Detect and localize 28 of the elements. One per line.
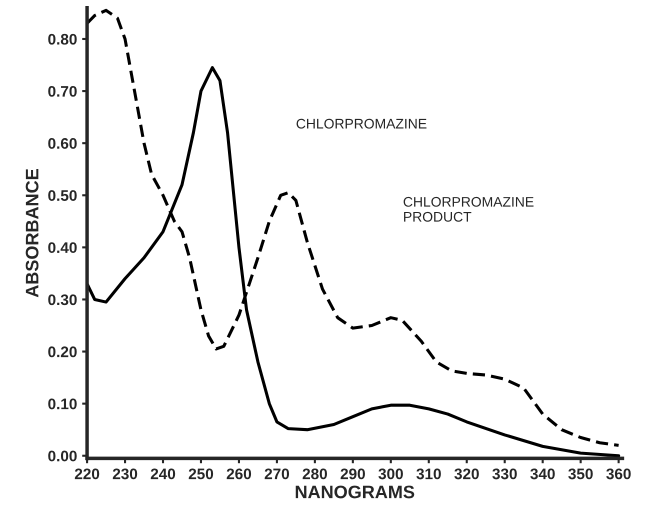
x-tick-label: 320 [454, 468, 479, 480]
x-tick-label: 300 [378, 468, 403, 480]
y-tick-label: 0.70 [48, 86, 77, 97]
x-tick-label: 310 [416, 468, 441, 480]
y-tick-label: 0.00 [48, 450, 77, 462]
y-tick-label: 0.10 [48, 398, 77, 410]
x-axis-title: NANOGRAMS [296, 486, 414, 498]
x-tick-label: 360 [606, 468, 631, 480]
y-tick-label: 0.20 [48, 346, 77, 358]
x-tick-label: 240 [150, 468, 176, 480]
annotation: CHLORPROMAZINE PRODUCT [404, 196, 534, 222]
x-tick-label: 230 [112, 468, 138, 480]
x-tick-label: 350 [568, 468, 593, 480]
x-tick-label: 340 [530, 468, 555, 480]
y-axis-title: ABSORBANCE [26, 169, 38, 298]
y-tick-label: 0.80 [48, 34, 77, 45]
x-tick-label: 270 [264, 468, 290, 480]
x-tick-label: 260 [226, 468, 252, 480]
annotation: CHLORPROMAZINE [296, 118, 426, 129]
x-tick-label: 220 [74, 468, 100, 480]
y-tick-label: 0.50 [48, 190, 77, 201]
x-tick-label: 280 [302, 468, 328, 480]
x-tick-label: 250 [188, 468, 214, 480]
x-tick-label: 330 [492, 468, 517, 480]
y-tick-label: 0.40 [48, 242, 77, 254]
y-tick-label: 0.60 [48, 138, 77, 149]
x-tick-label: 290 [340, 468, 365, 480]
y-tick-label: 0.30 [48, 294, 77, 306]
